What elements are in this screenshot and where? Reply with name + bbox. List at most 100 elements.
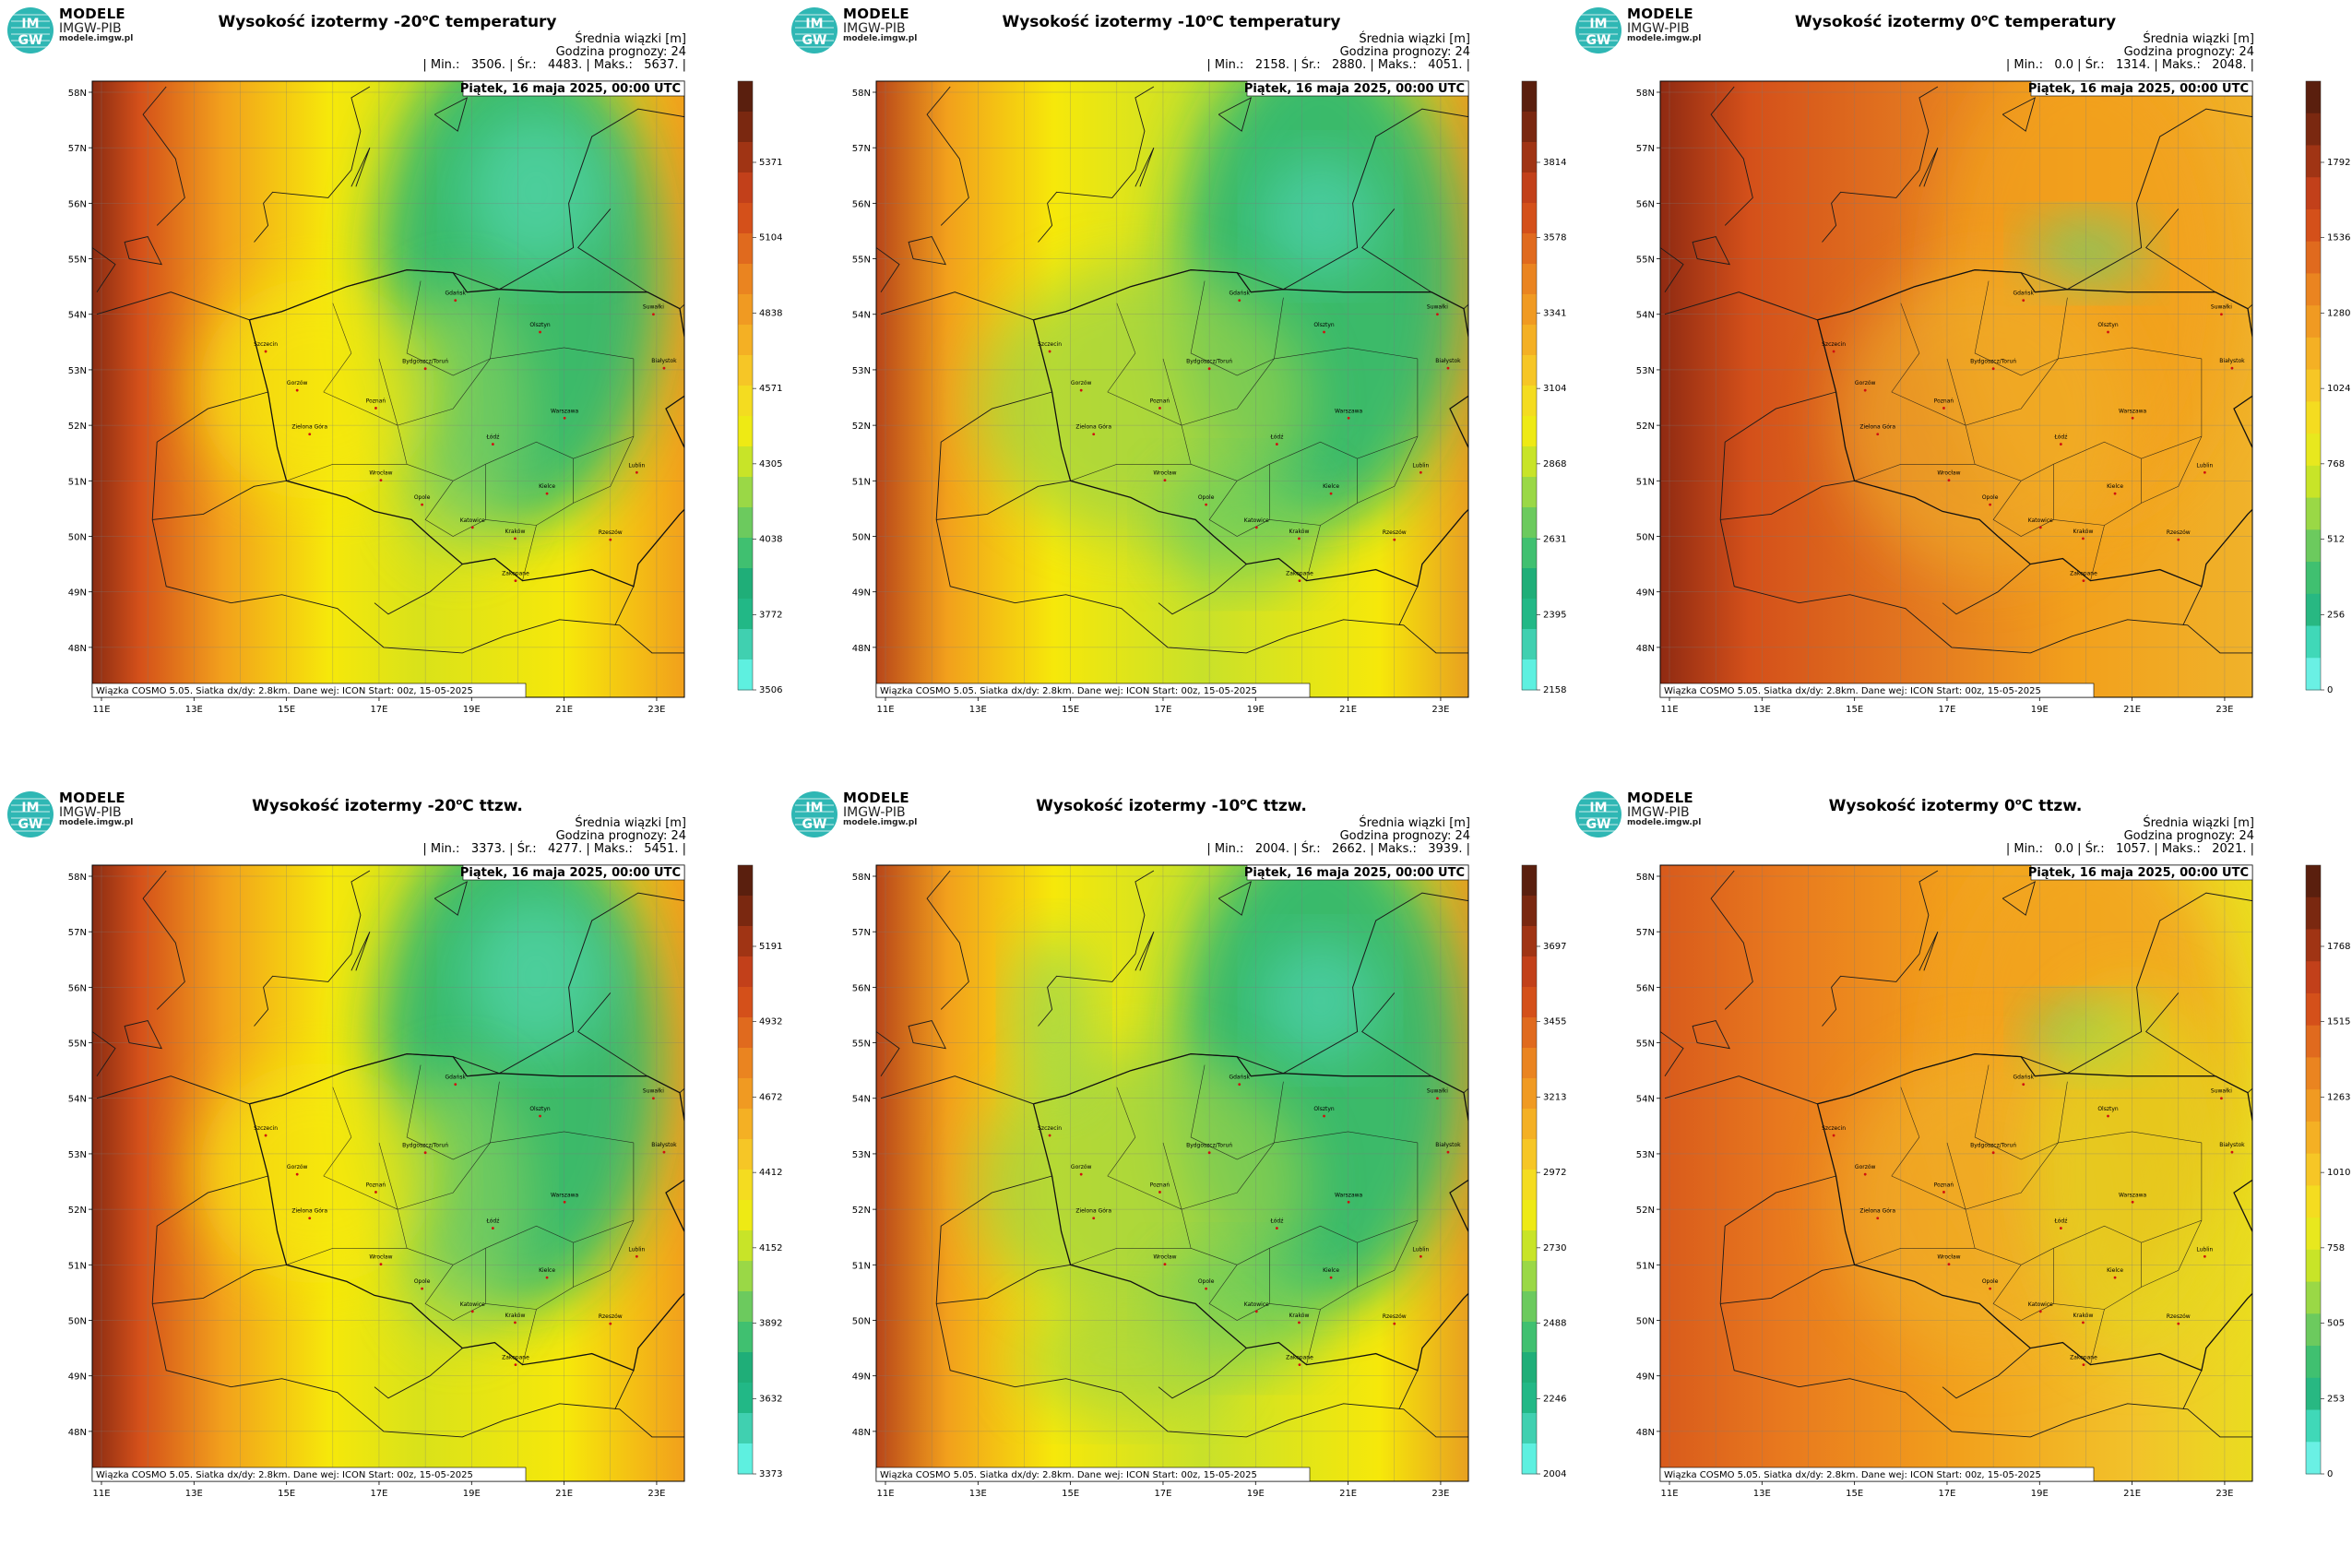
colorbar-band	[738, 1443, 753, 1475]
colorbar-band	[738, 1170, 753, 1201]
lon-label: 17E	[370, 1489, 387, 1499]
footer-box	[1659, 683, 2095, 698]
city-marker	[470, 1310, 474, 1313]
stats-block: Średnia wiązki [m] Godzina prognozy: 24 …	[422, 32, 686, 72]
city-label: Warszawa	[551, 408, 579, 414]
colorbar-band	[1522, 896, 1537, 927]
city-marker	[1158, 407, 1161, 410]
colorbar-tick-label: 3341	[1543, 308, 1566, 318]
city-label: Warszawa	[1335, 408, 1363, 414]
country-border	[1918, 148, 1939, 187]
colorbar-tick-label: 2246	[1543, 1394, 1566, 1404]
colorbar-band	[1522, 1291, 1537, 1323]
lat-label: 51N	[1636, 1261, 1655, 1271]
city-label: Łódź	[485, 434, 499, 441]
city-label: Suwałki	[2211, 1088, 2232, 1095]
lat-label: 55N	[68, 1039, 87, 1050]
poland-border	[1816, 268, 2252, 588]
lat-label: 57N	[68, 144, 87, 154]
city-marker	[1275, 1227, 1278, 1229]
voivodeship-border	[1891, 303, 1920, 393]
city-label: Szczecin	[1822, 341, 1846, 348]
colorbar-band	[1522, 477, 1537, 508]
colorbar-tick-label: 3373	[759, 1469, 782, 1479]
voivodeship-border	[1891, 1087, 1920, 1177]
colorbar-band	[2306, 1346, 2321, 1379]
colorbar-band	[1522, 1170, 1537, 1201]
city-marker	[1092, 1217, 1096, 1220]
brand-line1: MODELE	[1627, 6, 1693, 22]
lat-label: 52N	[1636, 422, 1655, 432]
map-panel: IM GW MODELE IMGW-PIB modele.imgw.pl Wysokość…	[1568, 784, 2352, 1568]
voivodeship-border	[378, 1131, 634, 1210]
country-border	[1710, 86, 1753, 226]
lat-label: 50N	[852, 532, 871, 542]
city-label: Gorzów	[1071, 380, 1092, 386]
poland-border	[1032, 268, 1468, 588]
lat-label: 53N	[852, 1150, 871, 1160]
colorbar-band	[738, 926, 753, 957]
colorbar-band	[1522, 956, 1537, 988]
city-label: Rzeszów	[2167, 529, 2191, 536]
lon-label: 11E	[876, 705, 894, 715]
city-marker	[539, 1114, 541, 1118]
colorbar-band	[2306, 1281, 2321, 1314]
lon-label: 17E	[1154, 705, 1171, 715]
city-marker	[1436, 313, 1439, 316]
country-border	[926, 870, 969, 1010]
date-box	[1246, 864, 1469, 881]
lat-label: 54N	[68, 1095, 87, 1105]
lon-label: 11E	[92, 705, 110, 715]
forecast-map: Gdańsk Olsztyn Suwałki Białystok Szczecin Byd…	[68, 864, 782, 1499]
voivodeship-border	[1162, 1131, 1418, 1210]
lat-label: 53N	[852, 366, 871, 376]
city-marker	[1347, 416, 1350, 420]
colorbar-band	[1522, 1078, 1537, 1110]
city-marker	[563, 1200, 566, 1204]
city-label: Kielce	[539, 1267, 555, 1274]
model-info: Wiązka COSMO 5.05. Siatka dx/dy: 2.8km. …	[96, 1470, 473, 1480]
country-border	[350, 148, 371, 187]
lon-label: 15E	[1062, 705, 1079, 715]
colorbar-band	[738, 1078, 753, 1110]
city-marker	[514, 1363, 517, 1367]
voivodeship-border	[1107, 303, 1136, 393]
city-label: Bydgoszcz/Toruń	[1186, 359, 1232, 365]
brand-line1: MODELE	[843, 790, 909, 806]
brand-line2: IMGW-PIB	[1627, 804, 1690, 820]
colorbar-tick-label: 5371	[759, 158, 782, 168]
colorbar-band	[2306, 273, 2321, 306]
country-border	[2251, 1230, 2252, 1232]
lat-label: 49N	[1636, 1372, 1655, 1383]
brand-line2: IMGW-PIB	[59, 804, 122, 820]
lat-label: 50N	[1636, 532, 1655, 542]
colorbar-band	[738, 568, 753, 600]
voivodeship-border	[485, 1242, 574, 1310]
city-label: Kielce	[1323, 1267, 1339, 1274]
lat-label: 49N	[852, 588, 871, 599]
lon-label: 23E	[1431, 1489, 1449, 1499]
colorbar-band	[2306, 929, 2321, 962]
country-border	[124, 235, 162, 266]
colorbar-band	[2306, 113, 2321, 146]
city-marker	[1275, 443, 1278, 445]
colorbar-band	[738, 538, 753, 569]
country-border	[2182, 1370, 2203, 1409]
country-border	[374, 564, 463, 615]
country-border	[1158, 1348, 1247, 1399]
voivodeship-border	[1974, 1064, 2059, 1160]
voivodeship-border	[1070, 1175, 1192, 1265]
forecast-date: Piątek, 16 maja 2025, 00:00 UTC	[460, 866, 681, 880]
city-label: Łódź	[1269, 434, 1283, 441]
city-marker	[2131, 416, 2134, 420]
lon-label: 13E	[1753, 1489, 1771, 1499]
city-label: Kraków	[2073, 1313, 2093, 1319]
brand-url: modele.imgw.pl	[843, 818, 918, 828]
city-label: Opole	[414, 494, 431, 501]
colorbar-tick-label: 3772	[759, 610, 782, 620]
city-marker	[662, 366, 666, 370]
city-marker	[1205, 1287, 1208, 1290]
city-label: Szczecin	[1822, 1125, 1846, 1132]
country-border	[1822, 86, 1939, 243]
lat-label: 58N	[852, 89, 871, 99]
